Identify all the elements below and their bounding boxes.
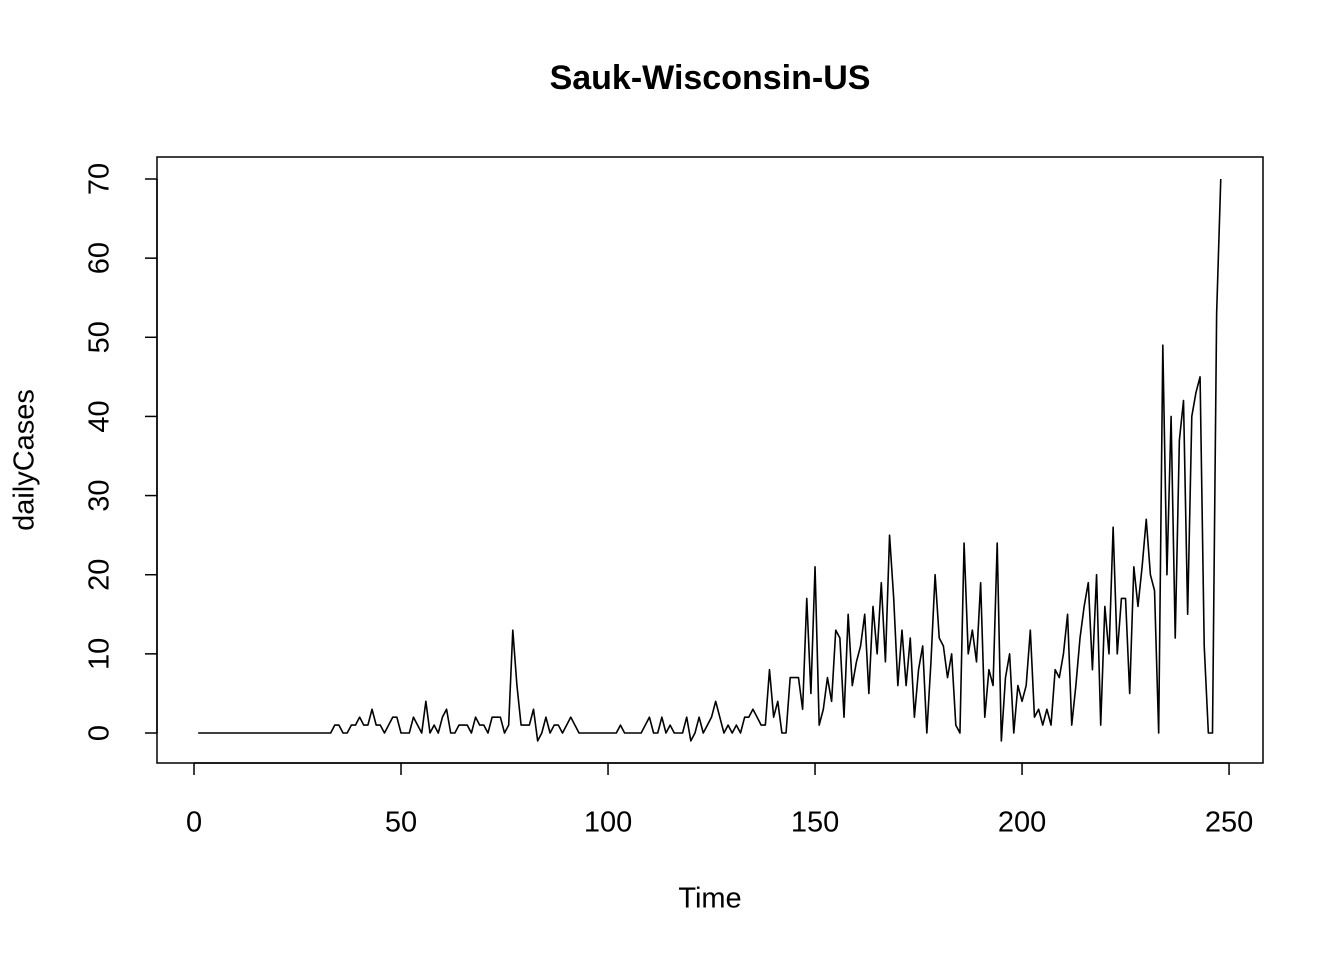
x-tick-label: 250 [1205,807,1253,839]
x-tick-label: 50 [385,807,417,839]
data-line [198,178,1222,742]
x-tick-label: 100 [584,807,632,839]
y-axis-label: dailyCases [9,389,41,531]
x-tick-label: 150 [791,807,839,839]
chart-title: Sauk-Wisconsin-US [550,59,871,97]
y-tick-label: 50 [84,321,116,353]
y-tick-label: 40 [84,400,116,432]
y-tick-label: 60 [84,242,116,274]
y-tick-label: 0 [84,725,116,741]
x-tick-label: 200 [998,807,1046,839]
y-tick-label: 30 [84,479,116,511]
x-tick-label: 0 [186,807,202,839]
y-tick-label: 70 [84,163,116,195]
x-axis-label: Time [678,883,741,915]
y-tick-label: 10 [84,638,116,670]
y-tick-label: 20 [84,559,116,591]
